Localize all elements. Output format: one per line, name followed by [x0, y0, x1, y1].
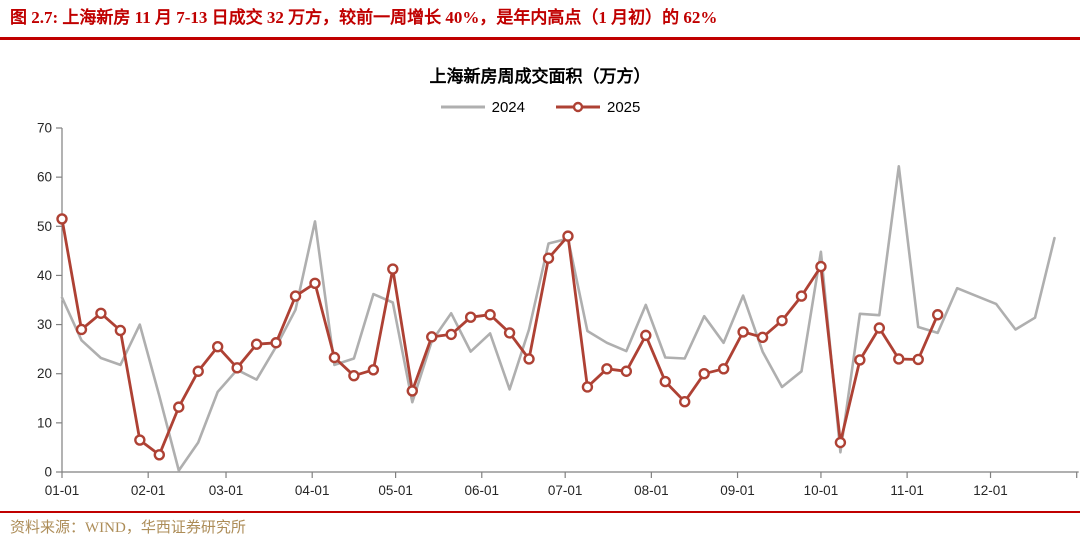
series-2025-marker	[270, 337, 282, 349]
series-2025-marker	[776, 314, 788, 327]
series-2025-marker	[834, 436, 847, 449]
line-chart-plot: 0 10 20 30 40 50 60 70 01-01 02-01 03-01 04-01 05-01…	[37, 121, 1079, 498]
x-tick-label: 04-01	[295, 483, 330, 498]
series-2025-marker	[620, 365, 633, 377]
legend-item-2025: 2025	[555, 99, 640, 116]
series-2025-marker	[309, 277, 321, 289]
y-tick-label: 30	[37, 317, 52, 332]
figure-title: 图 2.7: 上海新房 11 月 7-13 日成交 32 万方，较前一周增长 4…	[10, 8, 718, 27]
series-2025-marker	[893, 353, 905, 365]
x-tick-label: 11-01	[890, 483, 924, 498]
series-2025-marker	[95, 307, 107, 319]
series-2025-marker	[426, 331, 438, 343]
legend-line-2024-icon	[440, 105, 485, 109]
series-2025-marker	[815, 260, 827, 273]
series-2025-marker	[601, 363, 613, 375]
series-2025-marker	[445, 328, 457, 341]
series-2025-marker	[698, 368, 710, 380]
x-tick-label: 01-01	[45, 483, 80, 498]
report-footer: 资料来源：WIND，华西证券研究所	[0, 511, 1080, 543]
y-tick-label: 70	[37, 121, 52, 136]
series-2025-marker	[756, 331, 769, 344]
x-tick-label: 12-01	[973, 483, 1008, 498]
series-2025-marker	[484, 309, 496, 321]
x-tick-label: 09-01	[720, 483, 755, 498]
series-2025-marker	[153, 449, 166, 461]
y-tick-label: 20	[37, 366, 52, 381]
series-2025-marker	[192, 365, 204, 377]
series-2025-marker	[114, 324, 127, 337]
series-2025-marker	[737, 326, 749, 338]
chart-title: 上海新房周成交面积（万方）	[429, 67, 651, 86]
series-2025-marker	[211, 340, 224, 353]
x-tick-label: 05-01	[378, 483, 413, 498]
series-2025-marker	[231, 362, 243, 374]
series-2025-marker	[873, 322, 886, 334]
report-header: 图 2.7: 上海新房 11 月 7-13 日成交 32 万方，较前一周增长 4…	[0, 0, 1080, 40]
legend-line-2025-icon	[556, 101, 600, 113]
series-2025-marker	[250, 338, 263, 350]
x-tick-label: 03-01	[209, 483, 244, 498]
series-2025-marker	[562, 230, 574, 242]
series-2025-marker	[503, 327, 516, 339]
series-2025-marker	[289, 290, 302, 302]
series-2025-marker	[912, 353, 924, 366]
x-tick-label: 06-01	[465, 483, 500, 498]
x-tick-label: 02-01	[131, 483, 166, 498]
series-2025-marker	[932, 309, 944, 321]
series-2025-marker	[348, 369, 360, 382]
y-tick-label: 40	[37, 268, 52, 283]
x-tick-label: 07-01	[548, 483, 583, 498]
y-tick-label: 0	[44, 465, 52, 480]
y-tick-label: 10	[37, 415, 52, 430]
series-line-2024	[60, 164, 1056, 472]
series-2025-marker	[75, 323, 88, 336]
y-tick-label: 60	[37, 170, 52, 185]
series-2025-marker	[795, 290, 808, 302]
series-2025-marker	[367, 364, 380, 376]
series-2025-marker	[581, 381, 594, 393]
chart-legend: 2024 2025	[0, 96, 1080, 118]
series-2025-marker	[679, 396, 691, 408]
series-2025-marker	[523, 353, 535, 365]
series-2025-marker	[134, 434, 146, 446]
series-line-2025	[60, 217, 940, 457]
series-2025-marker	[640, 329, 652, 342]
series-2025-marker	[406, 385, 418, 397]
chart-card: 上海新房周成交面积（万方） 2024 2025 0 10 20 30 40 50 60 70 0…	[0, 41, 1080, 509]
series-2025-marker	[56, 213, 68, 225]
legend-item-2024: 2024	[440, 99, 525, 116]
series-2025-marker	[659, 375, 671, 388]
series-2025-marker	[328, 351, 341, 364]
series-2025-marker	[854, 354, 866, 366]
series-2025-marker	[464, 311, 477, 323]
x-tick-label: 10-01	[804, 483, 839, 498]
x-tick-label: 08-01	[634, 483, 669, 498]
legend-label-2025: 2025	[607, 98, 641, 116]
legend-label-2024: 2024	[491, 98, 525, 116]
y-tick-label: 50	[37, 219, 52, 234]
source-note: 资料来源：WIND，华西证券研究所	[10, 520, 246, 536]
series-2025-marker	[542, 252, 555, 264]
series-2025-marker	[717, 363, 730, 375]
series-2025-marker	[387, 263, 399, 275]
series-2025-marker	[173, 401, 185, 413]
